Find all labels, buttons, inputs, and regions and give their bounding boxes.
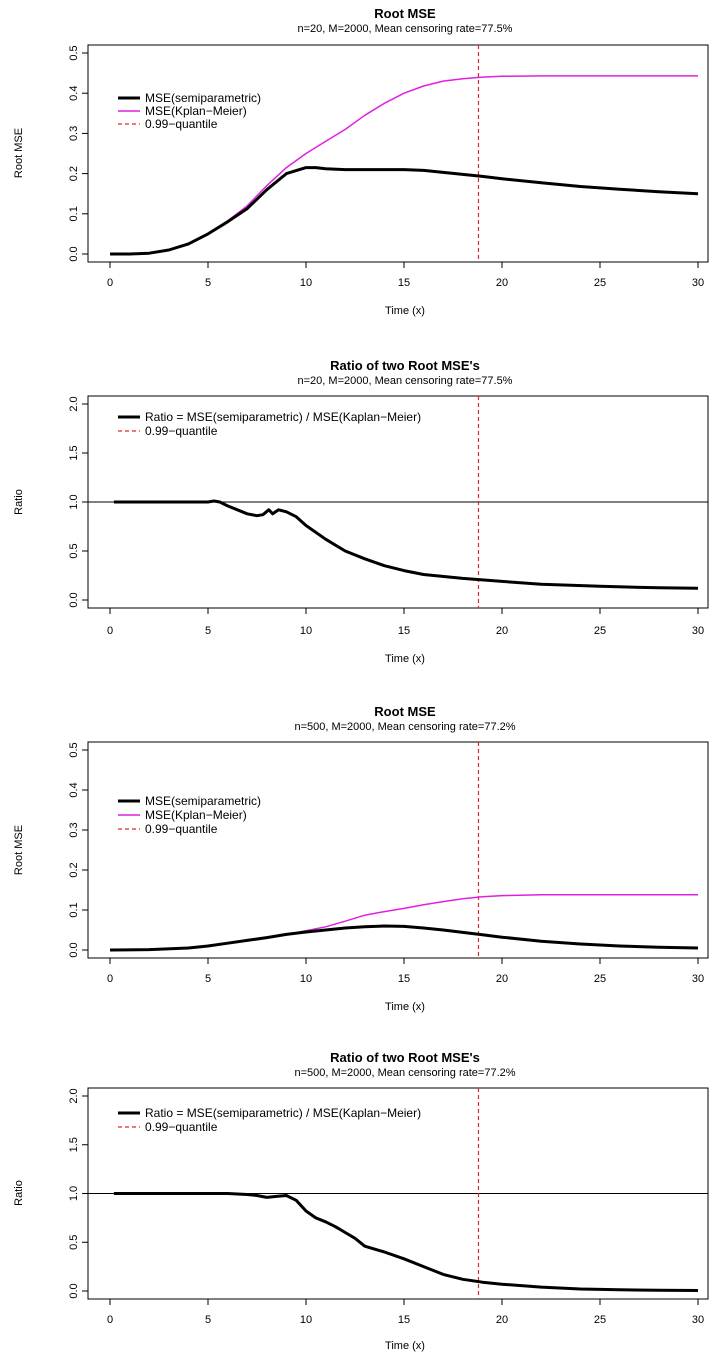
- y-tick-label: 0.2: [68, 862, 80, 877]
- plot-frame: [87, 44, 709, 263]
- legend-label: 0.99−quantile: [145, 1120, 218, 1134]
- series-line-1: [113, 1192, 699, 1292]
- x-tick-label: 10: [300, 1314, 312, 1326]
- x-tick-label: 20: [496, 625, 508, 637]
- x-tick-label: 10: [300, 973, 312, 985]
- y-tick-label: 0.5: [68, 45, 80, 60]
- y-tick-label: 0.0: [68, 942, 80, 957]
- x-tick-label: 10: [300, 625, 312, 637]
- y-tick-label: 0.5: [68, 742, 80, 757]
- x-axis-label: Time (x): [385, 1001, 425, 1013]
- x-tick-label: 30: [692, 1314, 704, 1326]
- y-axis-label: Root MSE: [13, 825, 25, 875]
- y-tick-label: 0.0: [68, 1283, 80, 1298]
- legend-label: Ratio = MSE(semiparametric) / MSE(Kaplan…: [145, 1106, 421, 1120]
- chart-title: Ratio of two Root MSE's: [330, 358, 480, 373]
- legend: MSE(semiparametric)MSE(Kplan−Meier)0.99−…: [118, 91, 261, 131]
- x-tick-label: 30: [692, 277, 704, 289]
- x-tick-label: 15: [398, 1314, 410, 1326]
- y-tick-label: 0.4: [68, 86, 80, 101]
- legend-label: MSE(Kplan−Meier): [145, 104, 247, 118]
- chart-panel-3: Root MSE n=500, M=2000, Mean censoring ra…: [13, 704, 709, 1013]
- series-line-1: [110, 166, 699, 256]
- x-tick-label: 20: [496, 973, 508, 985]
- y-tick-label: 2.0: [68, 396, 80, 411]
- series-line-1: [113, 499, 699, 590]
- x-tick-label: 5: [205, 973, 211, 985]
- y-tick-label: 0.1: [68, 206, 80, 221]
- plot-frame: [87, 741, 709, 959]
- x-tick-label: 0: [107, 1314, 113, 1326]
- y-tick-label: 0.5: [68, 543, 80, 558]
- legend: Ratio = MSE(semiparametric) / MSE(Kaplan…: [118, 410, 421, 438]
- x-tick-label: 0: [107, 973, 113, 985]
- x-tick-label: 15: [398, 277, 410, 289]
- y-tick-label: 0.2: [68, 166, 80, 181]
- y-tick-label: 1.0: [68, 494, 80, 509]
- x-tick-label: 20: [496, 1314, 508, 1326]
- y-tick-label: 0.3: [68, 126, 80, 141]
- legend-label: 0.99−quantile: [145, 117, 218, 131]
- x-tick-label: 15: [398, 625, 410, 637]
- y-axis-label: Root MSE: [13, 128, 25, 178]
- chart-panel-4: Ratio of two Root MSE's n=500, M=2000, Me…: [13, 1050, 709, 1352]
- chart-subtitle: n=500, M=2000, Mean censoring rate=77.2%: [294, 1067, 515, 1079]
- legend: MSE(semiparametric)MSE(Kplan−Meier)0.99−…: [118, 794, 261, 836]
- legend: Ratio = MSE(semiparametric) / MSE(Kaplan…: [118, 1106, 421, 1134]
- series-line-1: [109, 924, 699, 952]
- x-tick-label: 25: [594, 277, 606, 289]
- y-tick-label: 0.0: [68, 246, 80, 261]
- chart-title: Root MSE: [374, 6, 436, 21]
- y-axis-label: Ratio: [13, 1180, 25, 1206]
- y-tick-label: 0.1: [68, 902, 80, 917]
- legend-label: 0.99−quantile: [145, 424, 218, 438]
- chart-subtitle: n=20, M=2000, Mean censoring rate=77.5%: [298, 23, 513, 35]
- y-tick-label: 2.0: [68, 1088, 80, 1103]
- x-axis-label: Time (x): [385, 1340, 425, 1352]
- y-axis-label: Ratio: [13, 489, 25, 515]
- series-line-2: [109, 894, 698, 951]
- chart-subtitle: n=500, M=2000, Mean censoring rate=77.2%: [294, 721, 515, 733]
- x-tick-label: 5: [205, 625, 211, 637]
- x-axis-label: Time (x): [385, 305, 425, 317]
- x-axis-label: Time (x): [385, 653, 425, 665]
- x-tick-label: 25: [594, 1314, 606, 1326]
- legend-label: 0.99−quantile: [145, 822, 218, 836]
- legend-label: MSE(Kplan−Meier): [145, 808, 247, 822]
- chart-title: Ratio of two Root MSE's: [330, 1050, 480, 1065]
- x-tick-label: 25: [594, 625, 606, 637]
- legend-label: Ratio = MSE(semiparametric) / MSE(Kaplan…: [145, 410, 421, 424]
- x-tick-label: 5: [205, 1314, 211, 1326]
- x-tick-label: 25: [594, 973, 606, 985]
- y-tick-label: 0.5: [68, 1235, 80, 1250]
- x-tick-label: 15: [398, 973, 410, 985]
- y-tick-label: 0.0: [68, 592, 80, 607]
- x-tick-label: 30: [692, 973, 704, 985]
- chart-panel-1: Root MSE n=20, M=2000, Mean censoring rat…: [13, 6, 709, 317]
- y-tick-label: 1.0: [68, 1186, 80, 1201]
- x-tick-label: 5: [205, 277, 211, 289]
- legend-label: MSE(semiparametric): [145, 794, 261, 808]
- x-tick-label: 10: [300, 277, 312, 289]
- y-tick-label: 0.4: [68, 782, 80, 797]
- y-tick-label: 0.3: [68, 822, 80, 837]
- x-tick-label: 30: [692, 625, 704, 637]
- chart-panel-2: Ratio of two Root MSE's n=20, M=2000, Mea…: [13, 358, 709, 665]
- x-tick-label: 0: [107, 625, 113, 637]
- chart-subtitle: n=20, M=2000, Mean censoring rate=77.5%: [298, 375, 513, 387]
- x-tick-label: 0: [107, 277, 113, 289]
- legend-label: MSE(semiparametric): [145, 91, 261, 105]
- y-tick-label: 1.5: [68, 445, 80, 460]
- y-tick-label: 1.5: [68, 1137, 80, 1152]
- x-tick-label: 20: [496, 277, 508, 289]
- chart-title: Root MSE: [374, 704, 436, 719]
